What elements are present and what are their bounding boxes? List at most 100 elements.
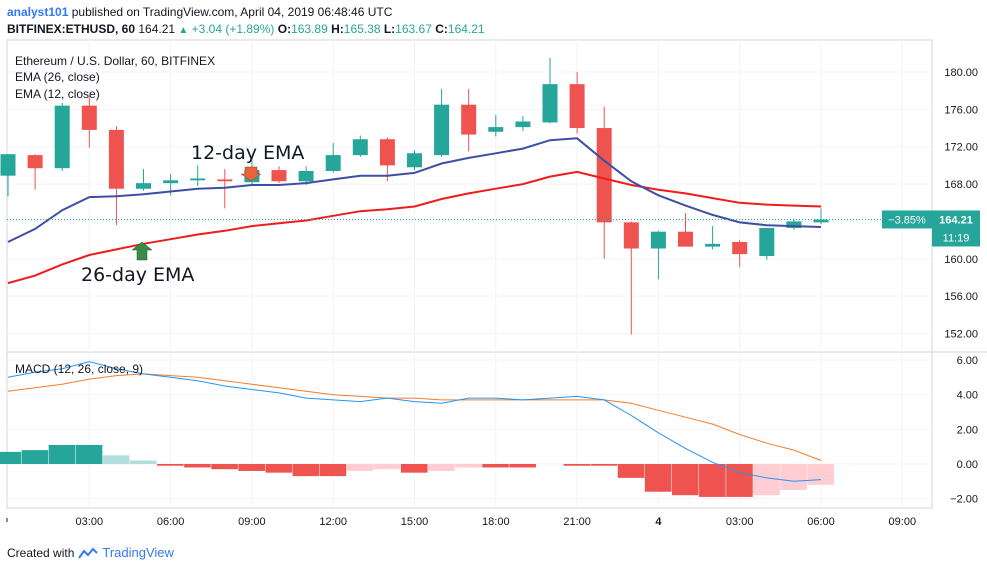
macd-histogram-bar <box>807 464 835 485</box>
price-tick-label: 156.00 <box>944 291 978 303</box>
candle-body <box>108 129 124 189</box>
price-tick-label: 172.00 <box>944 142 978 154</box>
macd-histogram-bar <box>373 464 401 470</box>
candle-body <box>0 154 16 176</box>
price-pane-title: Ethereum / U.S. Dollar, 60, BITFINEX <box>15 54 215 68</box>
macd-histogram-bar <box>211 464 238 470</box>
candle-body <box>623 222 639 249</box>
macd-histogram-bar <box>75 444 103 464</box>
down-arrow-icon <box>240 166 262 182</box>
last-price-label: 164.21 <box>939 214 973 226</box>
time-tick-label: 03:00 <box>726 516 754 528</box>
time-tick-label: 06:00 <box>807 516 835 528</box>
up-arrow-icon <box>131 241 153 261</box>
up-arrow-icon: ▲ <box>178 25 189 36</box>
candle-body <box>732 241 748 255</box>
macd-histogram-bar <box>617 464 645 478</box>
macd-histogram-bar <box>346 464 374 471</box>
macd-histogram-bar <box>753 464 780 496</box>
candle-body <box>136 183 151 189</box>
macd-histogram-bar <box>644 464 672 492</box>
close-label: C: <box>435 22 448 36</box>
candle-body <box>407 153 422 168</box>
macd-tick-label: 0.00 <box>957 459 978 471</box>
change-pill <box>882 210 932 229</box>
ema12-line <box>7 137 822 243</box>
price-tick-label: 160.00 <box>944 254 978 266</box>
low-label: L: <box>383 22 396 36</box>
candle-body <box>813 219 829 223</box>
candle-body <box>569 84 585 129</box>
macd-histogram-bar <box>157 464 184 466</box>
candle-body <box>786 221 802 228</box>
annotation-12-day-ema: 12-day EMA <box>191 142 304 164</box>
macd-tick-label: 4.00 <box>957 390 978 402</box>
tradingview-logo-icon <box>78 547 99 559</box>
macd-histogram-bar <box>482 464 509 468</box>
time-tick-label: 06:00 <box>157 516 185 528</box>
price-tick-label: 152.00 <box>944 329 978 341</box>
candle-body <box>217 179 233 182</box>
candle-body <box>271 170 287 182</box>
macd-histogram-bar <box>455 464 482 468</box>
last-price-badge <box>932 210 980 247</box>
candle-body <box>27 155 43 169</box>
open-value: 163.89 <box>291 22 328 36</box>
macd-tick-label: 6.00 <box>957 355 978 367</box>
macd-histogram-bar <box>780 464 807 490</box>
time-tick-label: 09:00 <box>889 516 917 528</box>
time-tick-label: 4 <box>655 516 662 528</box>
macd-pane-title: MACD (12, 26, close, 9) <box>15 362 143 376</box>
change-pill-label: −3.85% <box>888 214 926 226</box>
footer: Created with TradingView <box>7 545 174 560</box>
legend-ema26: EMA (26, close) <box>15 70 100 84</box>
macd-histogram-bar <box>265 464 293 473</box>
candle-body <box>298 170 314 182</box>
candle-body <box>163 180 179 184</box>
candle-body <box>488 127 504 132</box>
price-tick-label: 168.00 <box>944 179 978 191</box>
candle-body <box>596 128 612 223</box>
candle-body <box>759 227 775 256</box>
publish-info: analyst101 published on TradingView.com,… <box>7 5 392 19</box>
macd-histogram-bar <box>509 464 536 468</box>
macd-line <box>7 361 822 482</box>
candle-body <box>542 84 558 123</box>
time-tick-label: 12:00 <box>319 516 347 528</box>
candle-body <box>515 121 531 128</box>
published-text: published on TradingView.com, April 04, … <box>71 5 393 19</box>
countdown-label: 11:19 <box>943 232 970 244</box>
macd-histogram-bar <box>671 464 699 496</box>
macd-histogram-bar <box>0 451 22 464</box>
tradingview-brand[interactable]: TradingView <box>102 545 174 560</box>
candle-body <box>705 243 721 247</box>
candle-body <box>325 155 341 171</box>
last-price: 164.21 <box>138 22 176 36</box>
candle-body <box>81 105 97 130</box>
legend-ema12: EMA (12, close) <box>15 87 100 101</box>
high-label: H: <box>331 22 344 36</box>
symbol-label: BITFINEX:ETHUSD, 60 <box>7 22 136 36</box>
time-tick-label: 09:00 <box>238 516 266 528</box>
annotation-26-day-ema: 26-day EMA <box>81 264 194 286</box>
close-value: 164.21 <box>447 22 485 36</box>
candle-body <box>54 105 70 169</box>
macd-histogram-bar <box>21 450 49 464</box>
macd-histogram-bar <box>48 444 76 464</box>
price-tick-label: 180.00 <box>944 67 978 79</box>
publisher-name[interactable]: analyst101 <box>7 5 69 19</box>
macd-histogram-bar <box>428 464 455 471</box>
candle-body <box>650 231 666 249</box>
macd-histogram-bar <box>102 455 130 464</box>
open-label: O: <box>277 22 292 36</box>
macd-tick-label: −2.00 <box>950 494 978 506</box>
high-value: 165.38 <box>343 22 381 36</box>
macd-tick-label: 2.00 <box>957 424 978 436</box>
candle-body <box>379 139 395 166</box>
candle-body <box>352 139 368 156</box>
macd-histogram-bar <box>590 464 618 466</box>
low-value: 163.67 <box>395 22 432 36</box>
change-value: +3.04 (+1.89%) <box>191 22 275 36</box>
macd-histogram-bar <box>129 460 157 464</box>
